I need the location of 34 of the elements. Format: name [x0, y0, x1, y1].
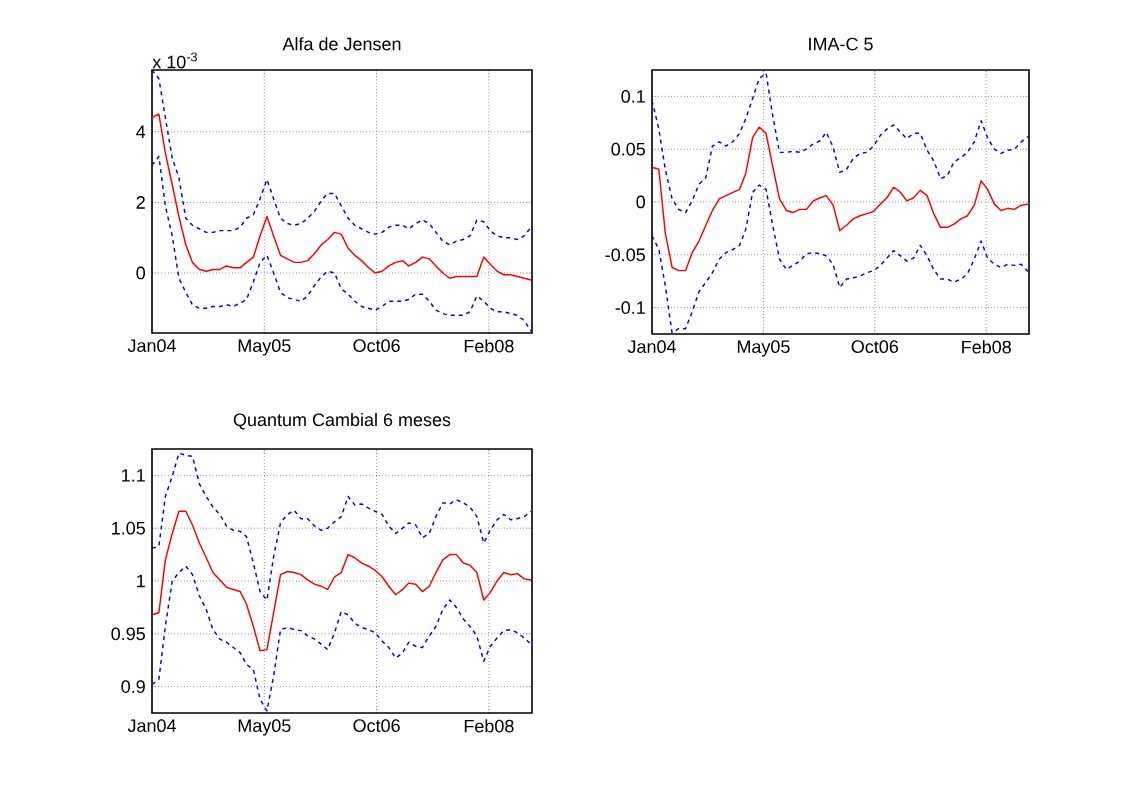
y-tick-label: 0 — [136, 266, 146, 280]
x-tick-label: Oct06 — [353, 339, 400, 352]
y-tick-label: 1.05 — [112, 521, 145, 535]
y-tick-label: -0.1 — [615, 301, 645, 314]
y-tick-label: 0.1 — [621, 90, 645, 103]
y-tick-label: 1.1 — [122, 469, 145, 482]
text: x 10$^{-3}$ — [152, 52, 197, 69]
x-tick-label: May05 — [238, 339, 291, 356]
y-tick-label: -0.05 — [605, 248, 645, 262]
y-tick-label: 0.05 — [611, 142, 645, 156]
x-tick-label: Jan04 — [127, 719, 176, 732]
y-tick-label: 0.95 — [111, 627, 145, 641]
x-tick-label: May05 — [737, 340, 790, 357]
x-tick-label: Oct06 — [851, 340, 899, 353]
x-tick-label: Feb08 — [464, 339, 514, 353]
x-tick-label: Oct06 — [353, 719, 400, 732]
x-tick-label: Jan04 — [627, 340, 676, 353]
line-series — [152, 565, 532, 712]
y-tick-label: 2 — [136, 196, 145, 209]
x-tick-label: May05 — [238, 719, 291, 736]
line-series — [152, 510, 532, 652]
chart-title: IMA-C 5 — [809, 37, 873, 51]
x-tick-label: Feb08 — [962, 340, 1011, 354]
line-series — [652, 184, 1029, 334]
chart-title: Quantum Cambial 6 meses — [233, 412, 451, 430]
y-tick-label: 0.9 — [121, 680, 145, 693]
y-tick-label: 4 — [136, 125, 146, 138]
line-series — [652, 72, 1029, 214]
y-tick-label: 0 — [636, 195, 646, 209]
x-tick-label: Feb08 — [464, 719, 514, 733]
x-tick-label: Jan04 — [127, 339, 176, 352]
y-tick-label: 1 — [137, 574, 145, 588]
chart-title: Alfa de Jensen — [282, 37, 401, 51]
line-series — [152, 452, 532, 601]
